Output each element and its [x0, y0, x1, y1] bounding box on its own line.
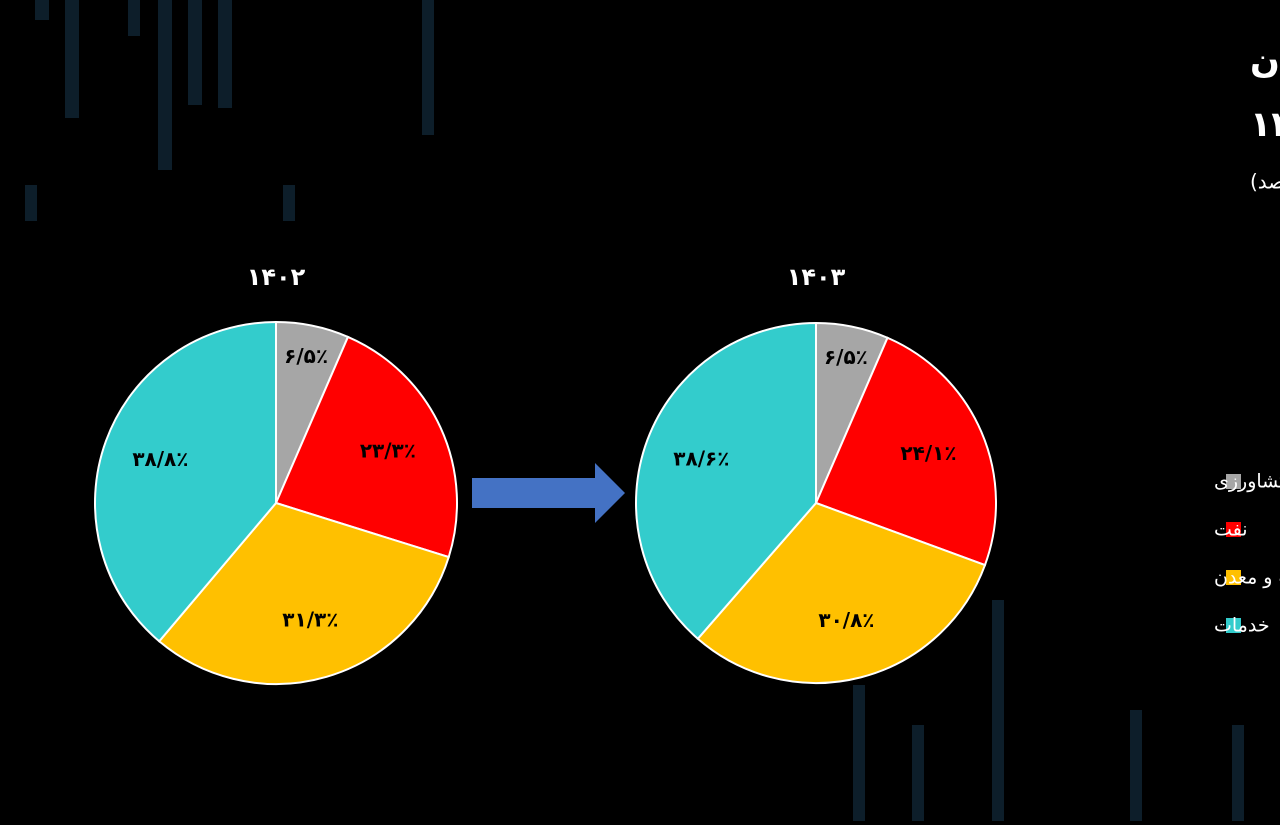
data-label: ۳۸/۶٪: [673, 447, 729, 471]
legend-swatch: [1226, 570, 1241, 585]
pie-slice: [696, 501, 987, 684]
legend-label: خدمات: [1214, 615, 1270, 637]
pie-title: ۱۴۰۳: [787, 263, 846, 291]
legend-label: کشاورزی: [1214, 471, 1280, 493]
data-label: ۳۰/۸٪: [818, 608, 874, 632]
data-label: ۳۸/۸٪: [132, 447, 188, 471]
arrow: [472, 463, 625, 523]
pie-slice: [274, 335, 458, 559]
legend-label: صنعت و معدن: [1214, 567, 1280, 589]
pie-slice: [814, 336, 997, 567]
subtitle: (واحد: درصد): [1250, 170, 1280, 194]
legend-swatch: [1226, 522, 1241, 537]
data-label: ۶/۵٪: [824, 345, 868, 369]
title-line-2: در سال ۱۴۰۳ نسبت به ۱۴۰۲: [1250, 105, 1280, 145]
legend-label: نفت: [1214, 519, 1248, 541]
legend-swatch: [1226, 618, 1241, 633]
data-label: ۳۱/۳٪: [282, 608, 338, 632]
data-label: ۲۳/۳٪: [360, 438, 416, 462]
pie-title: ۱۴۰۲: [247, 263, 306, 291]
title-line-1: تغییرات سهم بخش‌ها در اقتصاد ایران: [1250, 41, 1280, 81]
background-decoration: [25, 0, 1244, 821]
data-label: ۲۴/۱٪: [900, 441, 956, 465]
data-label: ۶/۵٪: [284, 344, 328, 368]
legend-swatch: [1226, 474, 1241, 489]
pie-slice: [635, 321, 817, 641]
pie-slice: [94, 320, 277, 643]
pie-slice: [157, 501, 450, 685]
